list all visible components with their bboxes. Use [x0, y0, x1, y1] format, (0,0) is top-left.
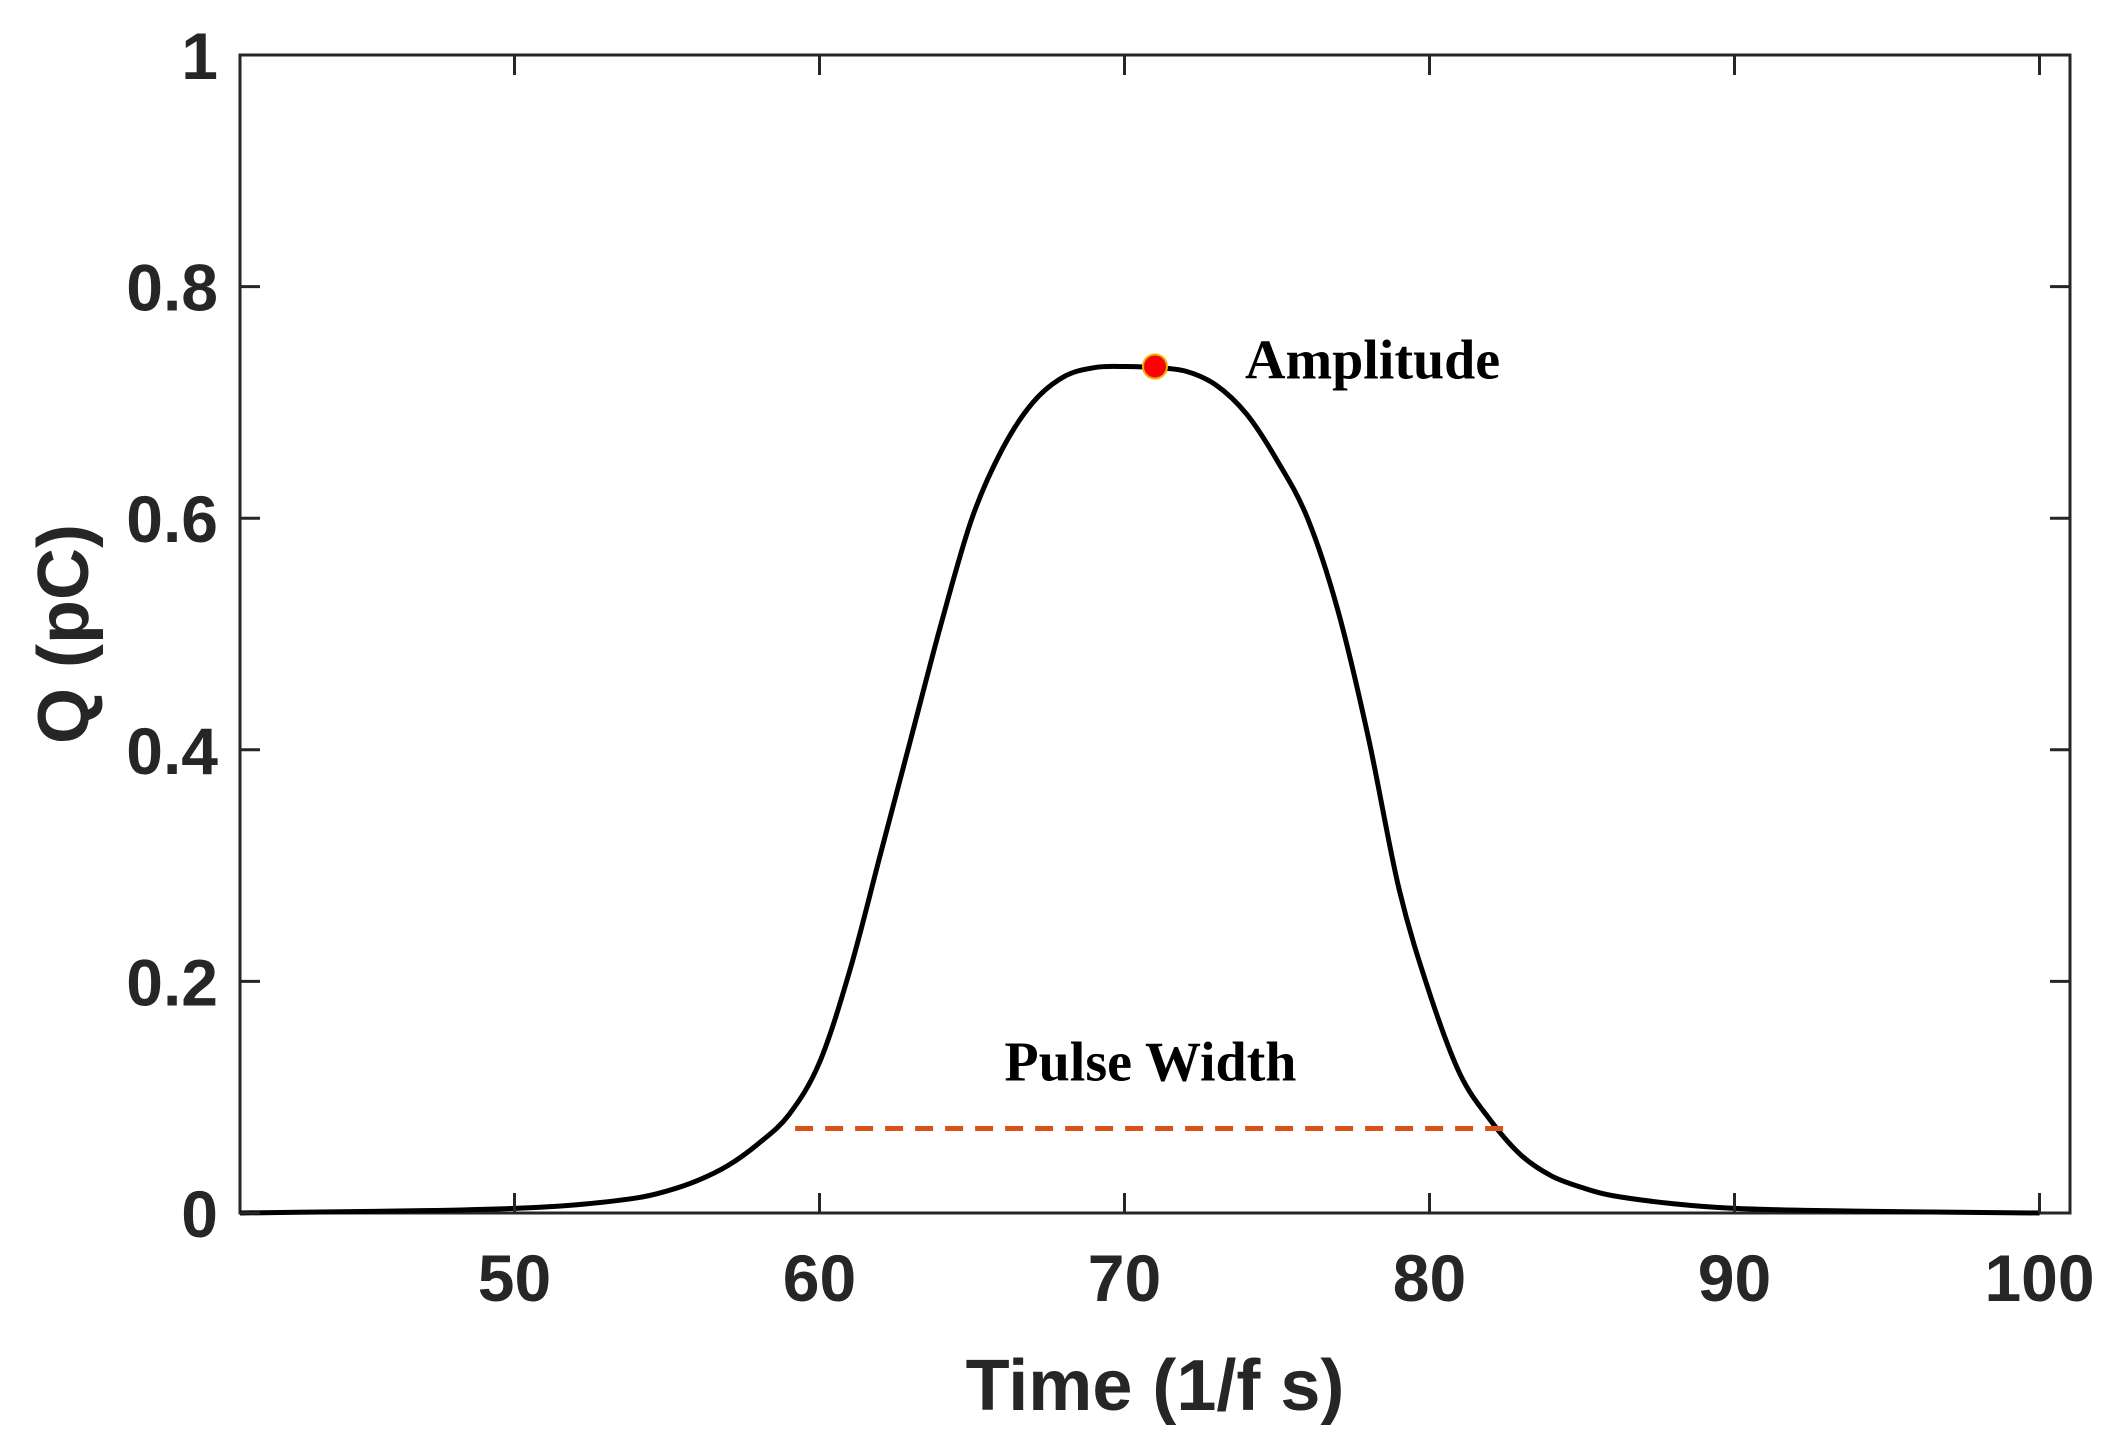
y-tick-label: 0: [181, 1177, 218, 1251]
x-tick-label: 60: [783, 1241, 856, 1315]
axes-box: [238, 53, 2072, 1215]
x-tick-label: 50: [478, 1241, 551, 1315]
x-axis-label: Time (1/f s): [966, 1346, 1345, 1426]
y-axis-ticks: 0 0.2 0.4 0.6 0.8 1: [126, 19, 2070, 1251]
x-tick-label: 70: [1088, 1241, 1161, 1315]
x-tick-label: 90: [1698, 1241, 1771, 1315]
x-tick-label: 100: [1984, 1241, 2094, 1315]
plot-area: [238, 53, 2072, 1216]
series-line: [239, 363, 2040, 1216]
y-tick-label: 0.4: [126, 714, 218, 788]
annotations: Amplitude Pulse Width: [795, 330, 1506, 1131]
amplitude-label: Amplitude: [1245, 330, 1500, 392]
y-axis-label: Q (pC): [24, 524, 104, 744]
y-tick-label: 0.8: [126, 251, 218, 325]
y-tick-label: 1: [181, 19, 218, 93]
x-axis-ticks: 50 60 70 80 90 100: [478, 55, 2095, 1315]
x-tick-label: 80: [1393, 1241, 1466, 1315]
pulse-width-label: Pulse Width: [1004, 1031, 1296, 1093]
y-tick-label: 0.2: [126, 945, 218, 1019]
amplitude-marker: [1142, 353, 1168, 380]
y-tick-label: 0.6: [126, 482, 218, 556]
